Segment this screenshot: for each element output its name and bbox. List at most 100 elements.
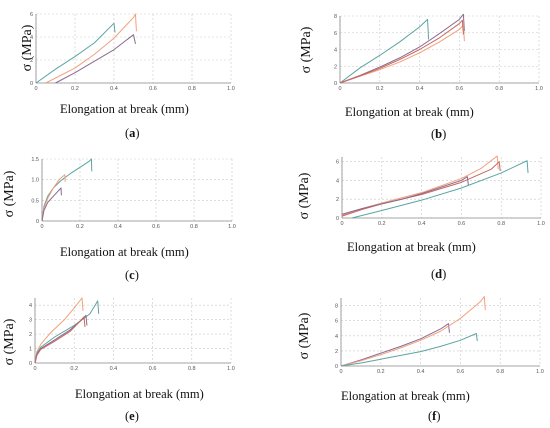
series-line-1 <box>34 297 84 364</box>
x-tick-label: 0.8 <box>497 221 505 227</box>
series-line-1 <box>35 22 116 84</box>
x-tick-label: 1.0 <box>535 86 543 92</box>
x-tick-label: 0.6 <box>152 224 160 230</box>
x-axis-label: Elongation at break (mm) <box>60 102 189 116</box>
chart-c: 0 0.2 0.4 0.6 0.8 1.0 0 0.5 1.0 1.5 <box>31 157 236 230</box>
x-tick-label: 0.2 <box>376 86 384 92</box>
y-tick-label: 4 <box>336 178 339 184</box>
y-tick-label: 0 <box>29 361 32 367</box>
series-line-4 <box>34 316 86 364</box>
x-tick-label: 1.0 <box>228 224 236 230</box>
y-tick-label: 2 <box>336 197 339 203</box>
x-tick-label: 0.8 <box>188 86 196 92</box>
series-line-4 <box>339 19 464 84</box>
y-tick-label: 6 <box>30 12 33 18</box>
series-line-3 <box>339 24 465 84</box>
y-tick-label: 1.0 <box>31 178 39 184</box>
y-tick-label: 0.5 <box>31 198 39 204</box>
series-line-2 <box>340 295 486 367</box>
y-axis-label: σ (MPa) <box>20 24 35 72</box>
series-line-3 <box>340 333 478 367</box>
y-axis-label: σ (MPa) <box>299 26 314 74</box>
x-tick-label: 0.4 <box>110 366 118 372</box>
y-tick-label: 6 <box>336 160 339 166</box>
series-line-2 <box>339 13 465 84</box>
x-tick-label: 0.4 <box>417 369 425 375</box>
y-tick-label: 1.5 <box>31 157 39 163</box>
series-line-1 <box>340 323 450 367</box>
x-tick-label: 0.2 <box>76 224 84 230</box>
y-tick-label: 8 <box>334 14 337 20</box>
series-line-3 <box>55 34 136 84</box>
x-tick-label: 0.4 <box>416 86 424 92</box>
y-tick-label: 2 <box>334 64 337 70</box>
series-line-2 <box>34 300 100 364</box>
series-line-1 <box>339 18 430 84</box>
x-tick-label: 1.0 <box>536 369 544 375</box>
x-tick-label: 0.8 <box>188 366 196 372</box>
y-axis-label: σ (MPa) <box>297 312 312 360</box>
y-axis-label: σ (MPa) <box>2 318 17 366</box>
x-tick-label: 0.8 <box>190 224 198 230</box>
series-line-2 <box>45 13 137 84</box>
x-tick-label: 0.6 <box>457 369 465 375</box>
y-tick-label: 6 <box>335 319 338 325</box>
y-tick-label: 0 <box>336 216 339 222</box>
panel-a: 0 0.2 0.4 0.6 0.8 1.0 0 2 4 6 σ (MPa) Elongation … <box>0 0 275 143</box>
y-tick-label: 0 <box>334 81 337 87</box>
series-line-1 <box>41 158 93 222</box>
x-tick-label: 0.2 <box>377 369 385 375</box>
x-tick-label: 0 <box>338 86 341 92</box>
y-tick-label: 0 <box>335 364 338 370</box>
x-tick-label: 0.4 <box>110 86 118 92</box>
x-axis-label: Elongation at break (mm) <box>60 245 189 259</box>
chart-d: 0 0.2 0.4 0.6 0.8 1.0 0 2 4 6 <box>336 155 545 227</box>
series-line-3 <box>41 187 62 222</box>
chart-e: 0 0.2 0.4 0.6 0.8 1.0 0 1 2 3 4 <box>29 297 235 372</box>
y-tick-label: 8 <box>335 304 338 310</box>
x-tick-label: 0.2 <box>378 221 386 227</box>
chart-a: 0 0.2 0.4 0.6 0.8 1.0 0 2 4 6 <box>30 12 235 92</box>
y-tick-label: 4 <box>29 303 32 309</box>
panel-e: 0 0.2 0.4 0.6 0.8 1.0 0 1 2 3 4 σ (MPa) Elongation… <box>0 286 275 428</box>
y-axis-label: σ (MPa) <box>297 172 312 220</box>
y-tick-label: 4 <box>334 48 337 54</box>
y-axis-label: σ (MPa) <box>2 170 17 218</box>
panel-c: 0 0.2 0.4 0.6 0.8 1.0 0 0.5 1.0 1.5 σ (MPa) Elong… <box>0 143 275 286</box>
x-axis-label: Elongation at break (mm) <box>345 105 474 119</box>
panel-f: 0 0.2 0.4 0.6 0.8 1.0 0 2 4 6 8 σ (MPa) Elongation… <box>275 286 550 428</box>
x-axis-label: Elongation at break (mm) <box>341 389 470 403</box>
x-tick-label: 0 <box>40 224 43 230</box>
chart-b: 0 0.2 0.4 0.6 0.8 1.0 0 2 4 6 8 <box>334 13 543 92</box>
x-tick-label: 1.0 <box>227 86 235 92</box>
x-tick-label: 0 <box>339 369 342 375</box>
x-axis-label: Elongation at break (mm) <box>75 387 204 401</box>
x-tick-label: 0 <box>33 366 36 372</box>
x-tick-label: 1.0 <box>227 366 235 372</box>
panel-b: 0 0.2 0.4 0.6 0.8 1.0 0 2 4 6 8 σ (MPa) Elongation… <box>275 0 550 143</box>
panel-letter-e: (e) <box>125 409 139 423</box>
x-tick-label: 0.6 <box>456 86 464 92</box>
x-tick-label: 0.8 <box>496 369 504 375</box>
x-tick-label: 0 <box>340 221 343 227</box>
panel-letter-d: (d) <box>431 267 447 281</box>
panel-letter-b: (b) <box>431 127 447 141</box>
x-tick-label: 0.2 <box>71 86 79 92</box>
x-tick-label: 0.4 <box>114 224 122 230</box>
x-tick-label: 0 <box>34 86 37 92</box>
y-tick-label: 0 <box>36 219 39 225</box>
x-tick-label: 0.6 <box>458 221 466 227</box>
y-tick-label: 3 <box>29 318 32 324</box>
series-line-3 <box>341 161 501 217</box>
x-tick-label: 0.8 <box>495 86 503 92</box>
series-line-1 <box>351 160 529 219</box>
x-tick-label: 0.6 <box>149 86 157 92</box>
panel-d: 0 0.2 0.4 0.6 0.8 1.0 0 2 4 6 σ (MPa) Elongation … <box>275 143 550 286</box>
series-line-2 <box>41 174 66 222</box>
y-tick-label: 1 <box>29 347 32 353</box>
x-tick-label: 0.4 <box>418 221 426 227</box>
x-tick-label: 0.6 <box>149 366 157 372</box>
y-tick-label: 6 <box>334 31 337 37</box>
y-tick-label: 2 <box>335 349 338 355</box>
